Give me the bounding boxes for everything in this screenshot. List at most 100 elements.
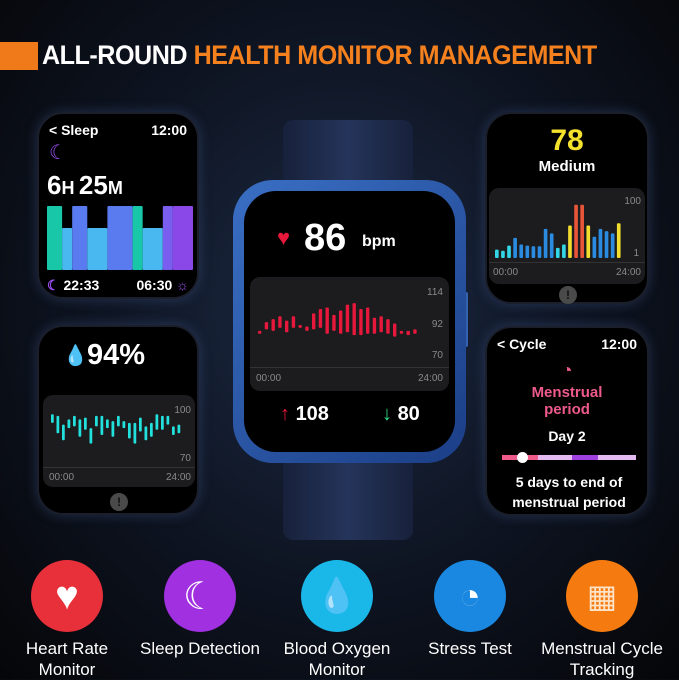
cycle-day: Day 2 (548, 428, 586, 444)
sun-icon: ☼ (176, 277, 189, 293)
moon-icon: ☾ (164, 560, 236, 632)
x-tick: 24:00 (615, 267, 641, 278)
heart-rate-bar (264, 322, 269, 330)
title-orange: HEALTH MONITOR MANAGEMENT (193, 40, 598, 70)
x-tick: 00:00 (49, 472, 75, 483)
stress-bar (610, 233, 615, 258)
sleep-duration: 6H 25M (47, 170, 123, 200)
spo2-bar (111, 421, 115, 437)
heart-rate-bar (345, 304, 350, 333)
heart-rate-max: ↑ 108 (280, 403, 329, 425)
spo2-bar (172, 426, 175, 435)
spo2-bar (155, 414, 159, 430)
heart-rate-bar (258, 330, 262, 334)
heart-rate-bar (352, 303, 356, 336)
heart-rate-bar (399, 330, 404, 334)
stress-bar (586, 225, 591, 258)
feature-blood-oxygen: 💧 Blood Oxygen Monitor (272, 560, 402, 680)
cycle-segment (538, 455, 572, 460)
stress-bar (513, 237, 517, 258)
stress-bar (568, 225, 572, 258)
heart-rate-bar (285, 320, 289, 333)
gauge-icon: ◔ (434, 560, 506, 632)
spo2-bar (122, 421, 126, 429)
stress-bar (531, 246, 536, 258)
heart-rate-bar (406, 330, 410, 336)
heart-rate-bar (305, 326, 309, 331)
stress-bar (616, 223, 621, 258)
feature-menstrual: ▦ Menstrual Cycle Tracking (537, 560, 667, 680)
moon-icon: ☾ (47, 277, 60, 293)
spo2-bar (73, 415, 76, 427)
sleep-stage-segment (47, 206, 63, 270)
heart-rate-min: ↓ 80 (382, 403, 420, 425)
stress-level: Medium (538, 158, 596, 175)
spo2-bar (78, 419, 82, 437)
spo2-bar (89, 428, 93, 444)
sleep-stage-segment (172, 206, 193, 270)
stress-bar (580, 204, 584, 258)
moon-icon: ☾ (49, 142, 67, 164)
heart-rate-bar (318, 309, 323, 328)
sleep-stage-segment (132, 206, 143, 270)
spo2-bar (56, 415, 60, 434)
spo2-bar (51, 414, 54, 423)
stress-bar (604, 231, 609, 258)
stress-bar (495, 249, 499, 258)
sleep-card: < Sleep 12:00 ☾ 6H 25M ☾ 22:33 06:30 ☼ (37, 112, 199, 299)
sleep-stage-segment (107, 206, 133, 270)
cycle-segment (598, 455, 636, 460)
y-tick: 70 (179, 453, 191, 464)
heart-rate-bar (386, 319, 390, 334)
info-icon[interactable]: ! (559, 286, 577, 304)
info-icon[interactable]: ! (110, 493, 128, 511)
heart-rate-bar (332, 314, 336, 331)
y-tick: 100 (174, 405, 191, 416)
spo2-bar (150, 422, 153, 437)
stress-bar (543, 228, 548, 258)
spo2-bar (100, 415, 104, 435)
stress-bar (598, 228, 603, 258)
cycle-phase: Menstrual period (531, 384, 603, 418)
sleep-back-link[interactable]: < Sleep (49, 122, 99, 138)
spo2-bar (144, 426, 148, 441)
sleep-stage-chart (47, 206, 193, 270)
heart-rate-value: 86 (304, 217, 347, 259)
stress-card: 78 Medium 100 1 00:00 24:00 ! (485, 112, 649, 304)
heart-rate-bar (359, 309, 363, 336)
spo2-bar (62, 424, 65, 441)
cycle-card: < Cycle 12:00 ◔ Menstrual period Day 2 5… (485, 326, 649, 516)
stress-bar (574, 204, 578, 258)
x-tick: 00:00 (256, 373, 282, 384)
y-tick: 1 (633, 248, 639, 259)
stress-bar (555, 247, 560, 258)
header-accent (0, 42, 38, 70)
y-tick: 70 (431, 350, 443, 361)
x-tick: 24:00 (165, 472, 191, 483)
stress-bar (562, 244, 566, 258)
stress-bar (501, 250, 505, 258)
stress-value: 78 (550, 124, 584, 157)
spo2-chart: 100 70 00:00 24:00 (43, 395, 195, 487)
spo2-bar (67, 419, 71, 429)
blood-drop-icon: ◔ (561, 360, 573, 380)
spo2-bar (84, 417, 87, 430)
title-white: ALL-ROUND (42, 40, 188, 70)
stress-bar (507, 245, 511, 258)
y-tick: 92 (431, 319, 443, 330)
heart-rate-unit: bpm (362, 233, 396, 250)
spo2-bar (177, 424, 181, 434)
sleep-clock: 12:00 (151, 122, 187, 138)
stress-bar (537, 246, 542, 258)
heart-rate-bar (291, 316, 296, 328)
feature-sleep: ☾ Sleep Detection (135, 560, 265, 659)
sleep-stage-segment (142, 228, 163, 270)
cycle-back-link[interactable]: < Cycle (497, 336, 547, 352)
watch-screen: ♥ 86 bpm 114 92 70 00:00 24:00 ↑ 108 ↓ 8… (244, 191, 455, 452)
spo2-bar (95, 415, 98, 427)
water-drop-icon: 💧 (63, 345, 88, 367)
arrow-down-icon: ↓ (382, 403, 392, 425)
x-tick: 24:00 (417, 373, 443, 384)
x-tick: 00:00 (493, 267, 519, 278)
sleep-stage-segment (62, 228, 73, 270)
